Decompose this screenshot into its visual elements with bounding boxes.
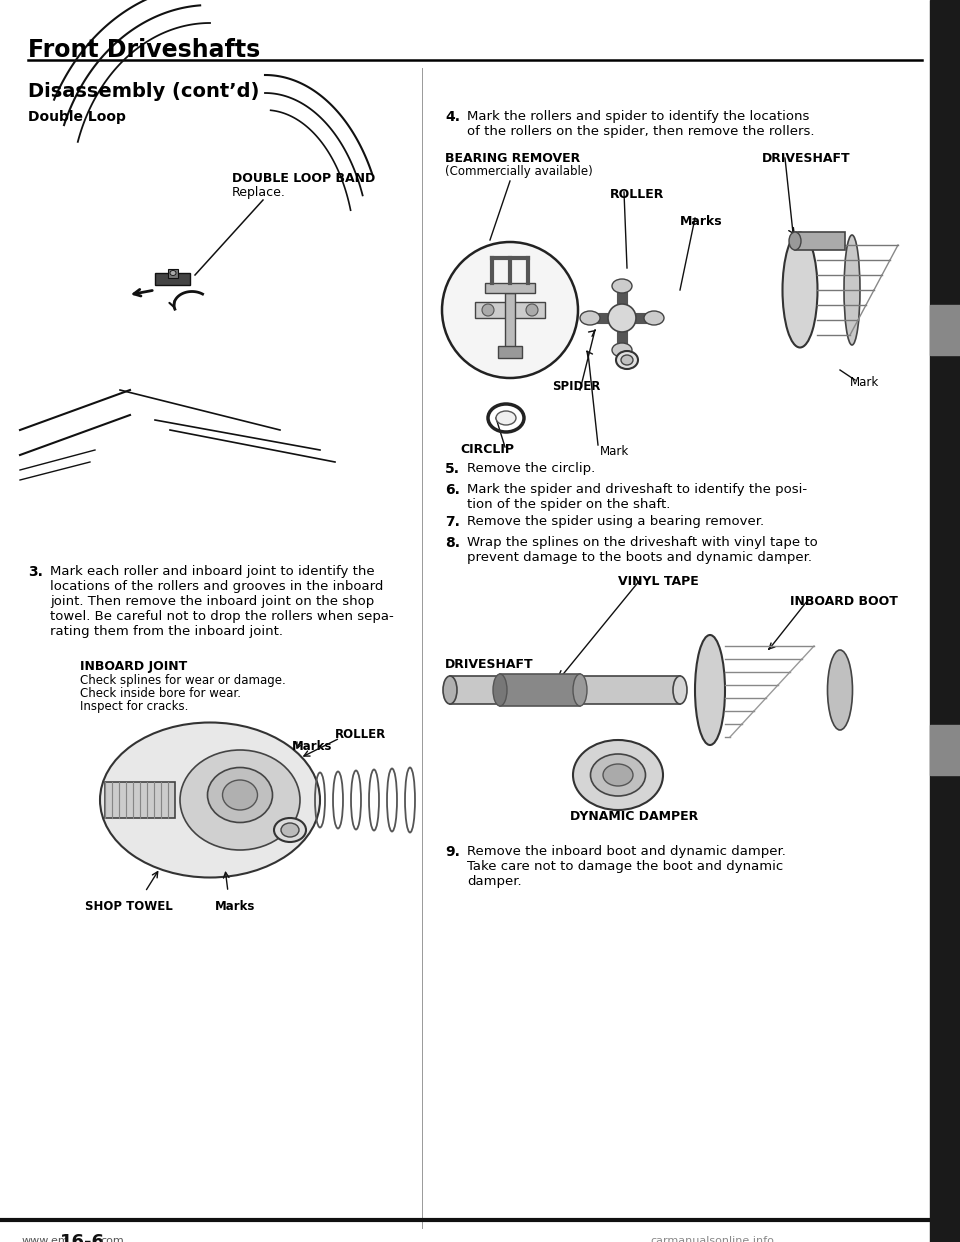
Ellipse shape [170, 271, 176, 276]
Text: ROLLER: ROLLER [610, 188, 664, 201]
Text: www.em: www.em [22, 1236, 70, 1242]
Text: damper.: damper. [467, 876, 521, 888]
Text: of the rollers on the spider, then remove the rollers.: of the rollers on the spider, then remov… [467, 125, 814, 138]
Bar [795, 232, 845, 250]
Text: VINYL TAPE: VINYL TAPE [618, 575, 699, 587]
Text: 9.: 9. [445, 845, 460, 859]
Text: SHOP TOWEL: SHOP TOWEL [85, 900, 173, 913]
Text: Inspect for cracks.: Inspect for cracks. [80, 700, 188, 713]
Text: carmanualsonline.info: carmanualsonline.info [650, 1236, 774, 1242]
Text: DRIVESHAFT: DRIVESHAFT [762, 152, 851, 165]
Ellipse shape [844, 235, 860, 345]
Text: 5.: 5. [445, 462, 460, 476]
Ellipse shape [673, 676, 687, 704]
Text: Replace.: Replace. [232, 186, 286, 199]
Text: CIRCLIP: CIRCLIP [460, 443, 514, 456]
Circle shape [482, 304, 494, 315]
Ellipse shape [580, 310, 600, 325]
Text: locations of the rollers and grooves in the inboard: locations of the rollers and grooves in … [50, 580, 383, 592]
Ellipse shape [274, 818, 306, 842]
Text: Double Loop: Double Loop [28, 111, 126, 124]
Ellipse shape [281, 823, 299, 837]
Bar [505, 293, 515, 348]
Text: Mark the spider and driveshaft to identify the posi-: Mark the spider and driveshaft to identi… [467, 483, 807, 496]
Circle shape [608, 304, 636, 332]
Ellipse shape [789, 232, 801, 250]
Bar [930, 725, 960, 775]
Ellipse shape [180, 750, 300, 850]
Text: com: com [100, 1236, 124, 1242]
Text: DYNAMIC DAMPER: DYNAMIC DAMPER [570, 810, 698, 823]
Bar [500, 674, 580, 705]
Text: INBOARD BOOT: INBOARD BOOT [790, 595, 898, 609]
Ellipse shape [828, 650, 852, 730]
Bar [105, 782, 175, 818]
Ellipse shape [496, 411, 516, 425]
Text: Disassembly (cont’d): Disassembly (cont’d) [28, 82, 259, 101]
Text: tion of the spider on the shaft.: tion of the spider on the shaft. [467, 498, 670, 510]
Bar [485, 283, 535, 293]
Ellipse shape [573, 674, 587, 705]
Ellipse shape [573, 740, 663, 810]
Text: 4.: 4. [445, 111, 460, 124]
Text: Marks: Marks [680, 215, 723, 229]
Text: Take care not to damage the boot and dynamic: Take care not to damage the boot and dyn… [467, 859, 783, 873]
Bar [450, 676, 680, 704]
Circle shape [442, 242, 578, 378]
Text: Marks: Marks [292, 740, 332, 753]
Ellipse shape [612, 343, 632, 356]
Ellipse shape [590, 754, 645, 796]
Text: Remove the circlip.: Remove the circlip. [467, 462, 595, 474]
Text: 3.: 3. [28, 565, 43, 579]
Text: 16-6: 16-6 [60, 1233, 105, 1242]
Text: Mark each roller and inboard joint to identify the: Mark each roller and inboard joint to id… [50, 565, 374, 578]
Ellipse shape [223, 780, 257, 810]
Text: prevent damage to the boots and dynamic damper.: prevent damage to the boots and dynamic … [467, 551, 812, 564]
Text: DOUBLE LOOP BAND: DOUBLE LOOP BAND [232, 171, 375, 185]
Text: 6.: 6. [445, 483, 460, 497]
Ellipse shape [782, 232, 818, 348]
Text: Check splines for wear or damage.: Check splines for wear or damage. [80, 674, 286, 687]
Text: Wrap the splines on the driveshaft with vinyl tape to: Wrap the splines on the driveshaft with … [467, 537, 818, 549]
Text: Check inside bore for wear.: Check inside bore for wear. [80, 687, 241, 700]
Text: Marks: Marks [215, 900, 255, 913]
Ellipse shape [443, 676, 457, 704]
Text: Front Driveshafts: Front Driveshafts [28, 39, 260, 62]
Text: Mark the rollers and spider to identify the locations: Mark the rollers and spider to identify … [467, 111, 809, 123]
Bar [930, 0, 960, 1242]
Text: INBOARD JOINT: INBOARD JOINT [80, 660, 187, 673]
Ellipse shape [621, 355, 633, 365]
Text: DRIVESHAFT: DRIVESHAFT [445, 658, 534, 671]
Text: 7.: 7. [445, 515, 460, 529]
Ellipse shape [100, 723, 320, 878]
Text: 8.: 8. [445, 537, 460, 550]
Text: SPIDER: SPIDER [552, 380, 600, 392]
Ellipse shape [612, 279, 632, 293]
Text: towel. Be careful not to drop the rollers when sepa-: towel. Be careful not to drop the roller… [50, 610, 394, 623]
Text: ROLLER: ROLLER [335, 728, 386, 741]
Bar [168, 270, 178, 278]
Bar [475, 302, 545, 318]
Text: Remove the inboard boot and dynamic damper.: Remove the inboard boot and dynamic damp… [467, 845, 786, 858]
Bar [930, 306, 960, 355]
Circle shape [526, 304, 538, 315]
Ellipse shape [603, 764, 633, 786]
Ellipse shape [493, 674, 507, 705]
Text: joint. Then remove the inboard joint on the shop: joint. Then remove the inboard joint on … [50, 595, 374, 609]
Ellipse shape [644, 310, 664, 325]
Ellipse shape [695, 635, 725, 745]
Ellipse shape [207, 768, 273, 822]
Text: rating them from the inboard joint.: rating them from the inboard joint. [50, 625, 283, 638]
Bar [155, 273, 190, 284]
Text: Mark: Mark [850, 376, 879, 389]
Text: Remove the spider using a bearing remover.: Remove the spider using a bearing remove… [467, 515, 764, 528]
Ellipse shape [616, 351, 638, 369]
Text: BEARING REMOVER: BEARING REMOVER [445, 152, 580, 165]
Text: Mark: Mark [600, 445, 629, 458]
Bar [498, 347, 522, 358]
Text: (Commercially available): (Commercially available) [445, 165, 592, 178]
